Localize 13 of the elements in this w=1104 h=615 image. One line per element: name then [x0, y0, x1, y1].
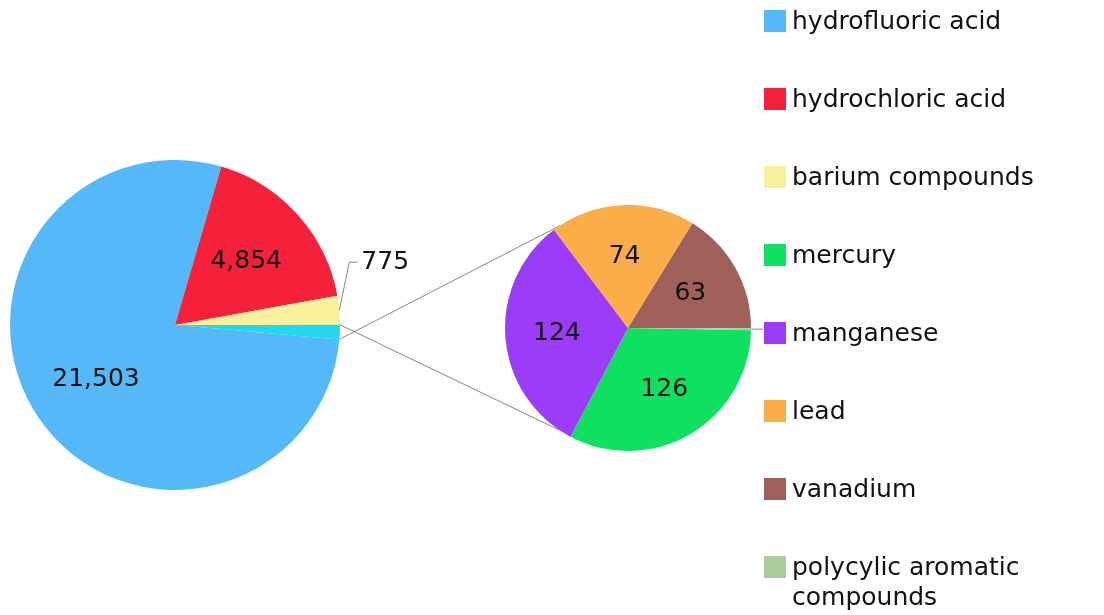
legend-label: mercury: [792, 240, 897, 270]
legend-label: hydrochloric acid: [792, 84, 1007, 114]
data-label: 126: [640, 372, 689, 402]
data-label: 74: [608, 240, 641, 270]
legend-label: manganese: [792, 318, 939, 348]
legend-label: barium compounds: [792, 162, 1034, 192]
legend-label: hydrofluoric acid: [792, 6, 1002, 36]
data-label: 21,503: [52, 362, 140, 392]
data-label: 63: [674, 276, 707, 306]
legend-label: polycylic aromatic compounds: [792, 552, 1021, 612]
data-label: 4,854: [210, 244, 282, 274]
legend-label: vanadium: [792, 474, 917, 504]
legend-label: lead: [792, 396, 846, 426]
